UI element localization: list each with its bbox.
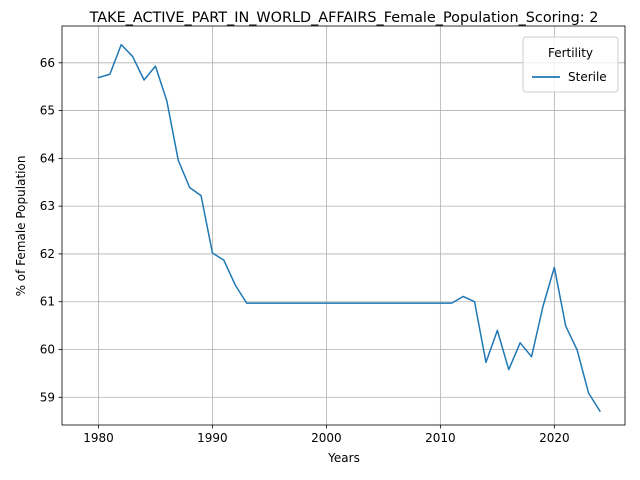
y-tick-label: 65 [40,104,55,118]
y-tick-label: 59 [40,390,55,404]
y-tick-label: 66 [40,56,55,70]
legend-label-sterile: Sterile [568,70,607,84]
legend-title: Fertility [548,46,593,60]
grid-lines [62,26,625,425]
y-tick-label: 64 [40,151,55,165]
x-tick-label: 1980 [83,431,114,445]
y-tick-label: 63 [40,199,55,213]
legend-box [522,36,619,93]
x-tick-label: 2020 [539,431,570,445]
y-axis-label: % of Female Population [14,156,28,297]
axis-ticks: 1980 1990 2000 2010 2020 59 60 61 62 63 64 65 66 [40,56,570,445]
series-line-sterile [97,43,601,413]
x-tick-label: 1990 [197,431,228,445]
y-tick-label: 62 [40,247,55,261]
x-tick-label: 2000 [311,431,342,445]
x-axis-label: Years [327,451,360,465]
x-tick-label: 2010 [425,431,456,445]
series-layer [97,43,601,413]
legend: Fertility Sterile [522,36,619,93]
plot-frame [61,25,626,426]
chart-title: TAKE_ACTIVE_PART_IN_WORLD_AFFAIRS_Female… [89,10,599,26]
y-tick-label: 61 [40,295,55,309]
y-tick-label: 60 [40,343,55,357]
